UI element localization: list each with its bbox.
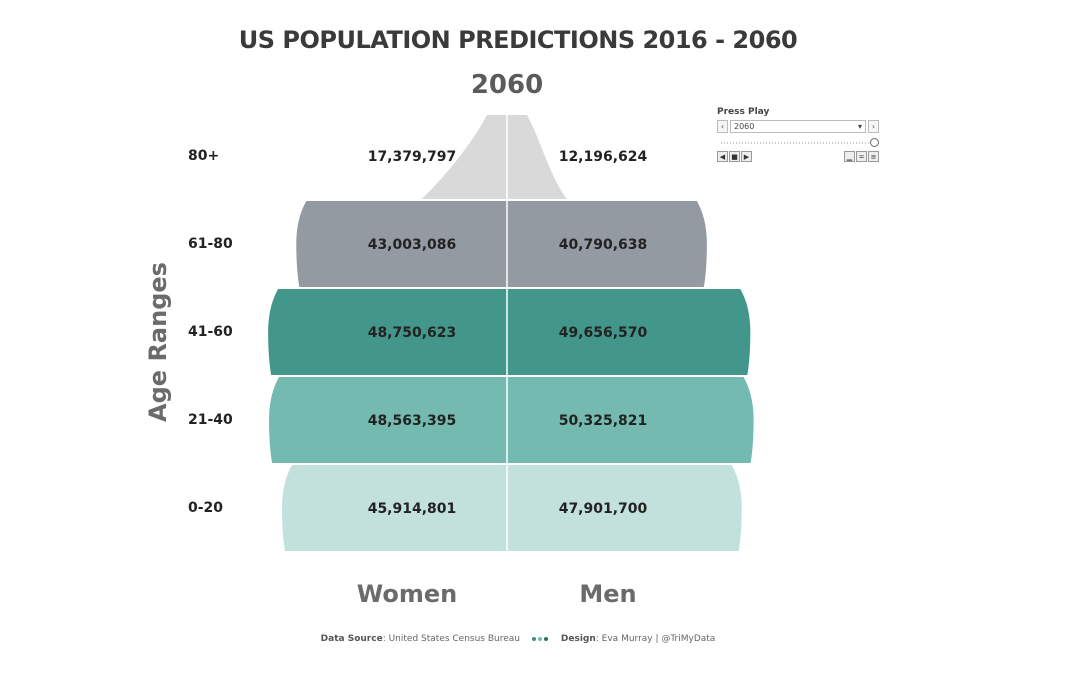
band-21-40 [269, 377, 754, 463]
women-value-80+: 17,379,797 [368, 149, 457, 165]
year-select[interactable]: 2060 ▾ [730, 120, 866, 133]
design-value: : Eva Murray | @TriMyData [595, 634, 716, 644]
women-value-61-80: 43,003,086 [368, 237, 457, 253]
slider-knob[interactable] [870, 138, 879, 147]
footer-dot [538, 636, 543, 641]
age-label-0-20: 0-20 [188, 500, 224, 516]
men-label: Men [579, 580, 637, 608]
design-label: Design [560, 634, 596, 644]
speed-fast-button[interactable]: ≡ [868, 151, 879, 162]
next-year-button[interactable]: › [868, 120, 879, 133]
chart-title: US POPULATION PREDICTIONS 2016 - 2060 [238, 26, 798, 54]
age-label-80+: 80+ [188, 148, 220, 164]
men-value-80+: 12,196,624 [559, 149, 648, 165]
footer-dot [544, 636, 549, 641]
play-button[interactable]: ▶ [741, 151, 752, 162]
stop-button[interactable]: ■ [729, 151, 740, 162]
play-icon: ▶ [743, 152, 750, 161]
women-value-41-60: 48,750,623 [368, 325, 457, 341]
year-select-value: 2060 [734, 122, 755, 131]
slider-track [721, 142, 871, 144]
age-label-41-60: 41-60 [188, 324, 233, 340]
source-label: Data Source [320, 634, 383, 644]
speed-medium-icon: = [858, 152, 865, 161]
age-label-61-80: 61-80 [188, 236, 233, 252]
play-control: Press Play ‹ 2060 ▾ › ◀ ■ ▶ ▁ = ≡ [717, 107, 879, 162]
women-value-21-40: 48,563,395 [368, 413, 457, 429]
stop-icon: ■ [731, 152, 738, 161]
speed-slow-button[interactable]: ▁ [844, 151, 855, 162]
speed-fast-icon: ≡ [870, 152, 877, 161]
chevron-right-icon: › [871, 122, 876, 131]
band-41-60 [268, 289, 751, 375]
men-value-61-80: 40,790,638 [559, 237, 648, 253]
step-back-button[interactable]: ◀ [717, 151, 728, 162]
step-back-icon: ◀ [719, 152, 726, 161]
women-value-0-20: 45,914,801 [368, 501, 457, 517]
year-subtitle: 2060 [470, 70, 544, 100]
men-value-0-20: 47,901,700 [559, 501, 648, 517]
prev-year-button[interactable]: ‹ [717, 120, 728, 133]
band-0-20 [282, 465, 742, 551]
play-label: Press Play [717, 107, 770, 117]
speed-medium-button[interactable]: = [856, 151, 867, 162]
women-label: Women [356, 580, 458, 608]
footer-dot [532, 636, 537, 641]
band-61-80 [296, 201, 707, 287]
band-80+ [421, 115, 567, 199]
men-value-21-40: 50,325,821 [559, 413, 648, 429]
age-label-21-40: 21-40 [188, 412, 233, 428]
chevron-left-icon: ‹ [720, 122, 725, 131]
chevron-down-icon: ▾ [857, 122, 862, 131]
year-slider[interactable] [717, 138, 879, 148]
footer: Data Source: United States Census Bureau… [0, 634, 1036, 644]
speed-slow-icon: ▁ [846, 152, 853, 161]
men-value-41-60: 49,656,570 [559, 325, 648, 341]
source-value: : United States Census Bureau [382, 634, 520, 644]
